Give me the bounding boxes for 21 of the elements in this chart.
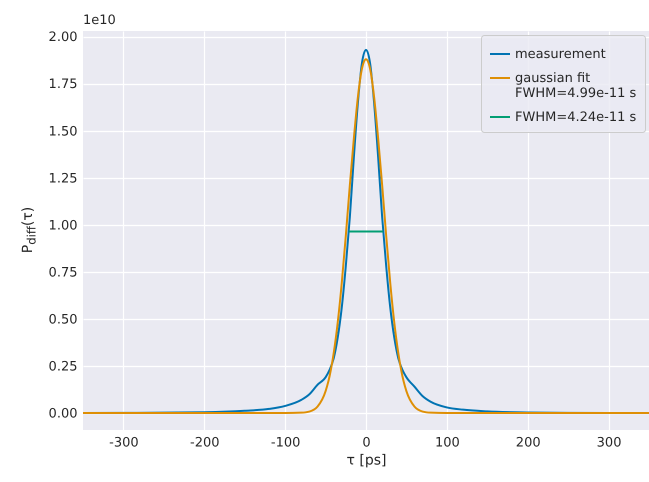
x-tick-label: -100 (270, 436, 300, 450)
legend-label: measurement (515, 47, 606, 62)
text: 1e10 (83, 13, 116, 28)
y-tick-label: 1.75 (48, 77, 78, 92)
y-tick-label: 0.25 (48, 360, 78, 375)
x-tick-label: -200 (190, 436, 220, 450)
x-tick-label: -300 (109, 436, 139, 450)
x-tick-label: 300 (596, 436, 622, 450)
x-tick-label: 200 (516, 436, 541, 450)
y-tick-label: 0.50 (48, 312, 78, 328)
legend-label: gaussian fit FWHM=4.99e-11 s (515, 71, 637, 101)
y-tick-label: 1.00 (48, 218, 78, 234)
y-tick-label: 0.00 (48, 406, 78, 422)
y-tick-label: 1.25 (48, 171, 78, 186)
x-tick-label: 0 (362, 436, 371, 450)
y-tick-label: 2.00 (48, 30, 78, 46)
y-tick-label: 1.50 (48, 124, 78, 140)
y-tick-label: 0.75 (48, 265, 78, 280)
x-tick-label: 100 (434, 436, 460, 450)
x-axis-title: τ [ps] (346, 452, 386, 468)
legend-label: FWHM=4.24e-11 s (515, 110, 637, 125)
